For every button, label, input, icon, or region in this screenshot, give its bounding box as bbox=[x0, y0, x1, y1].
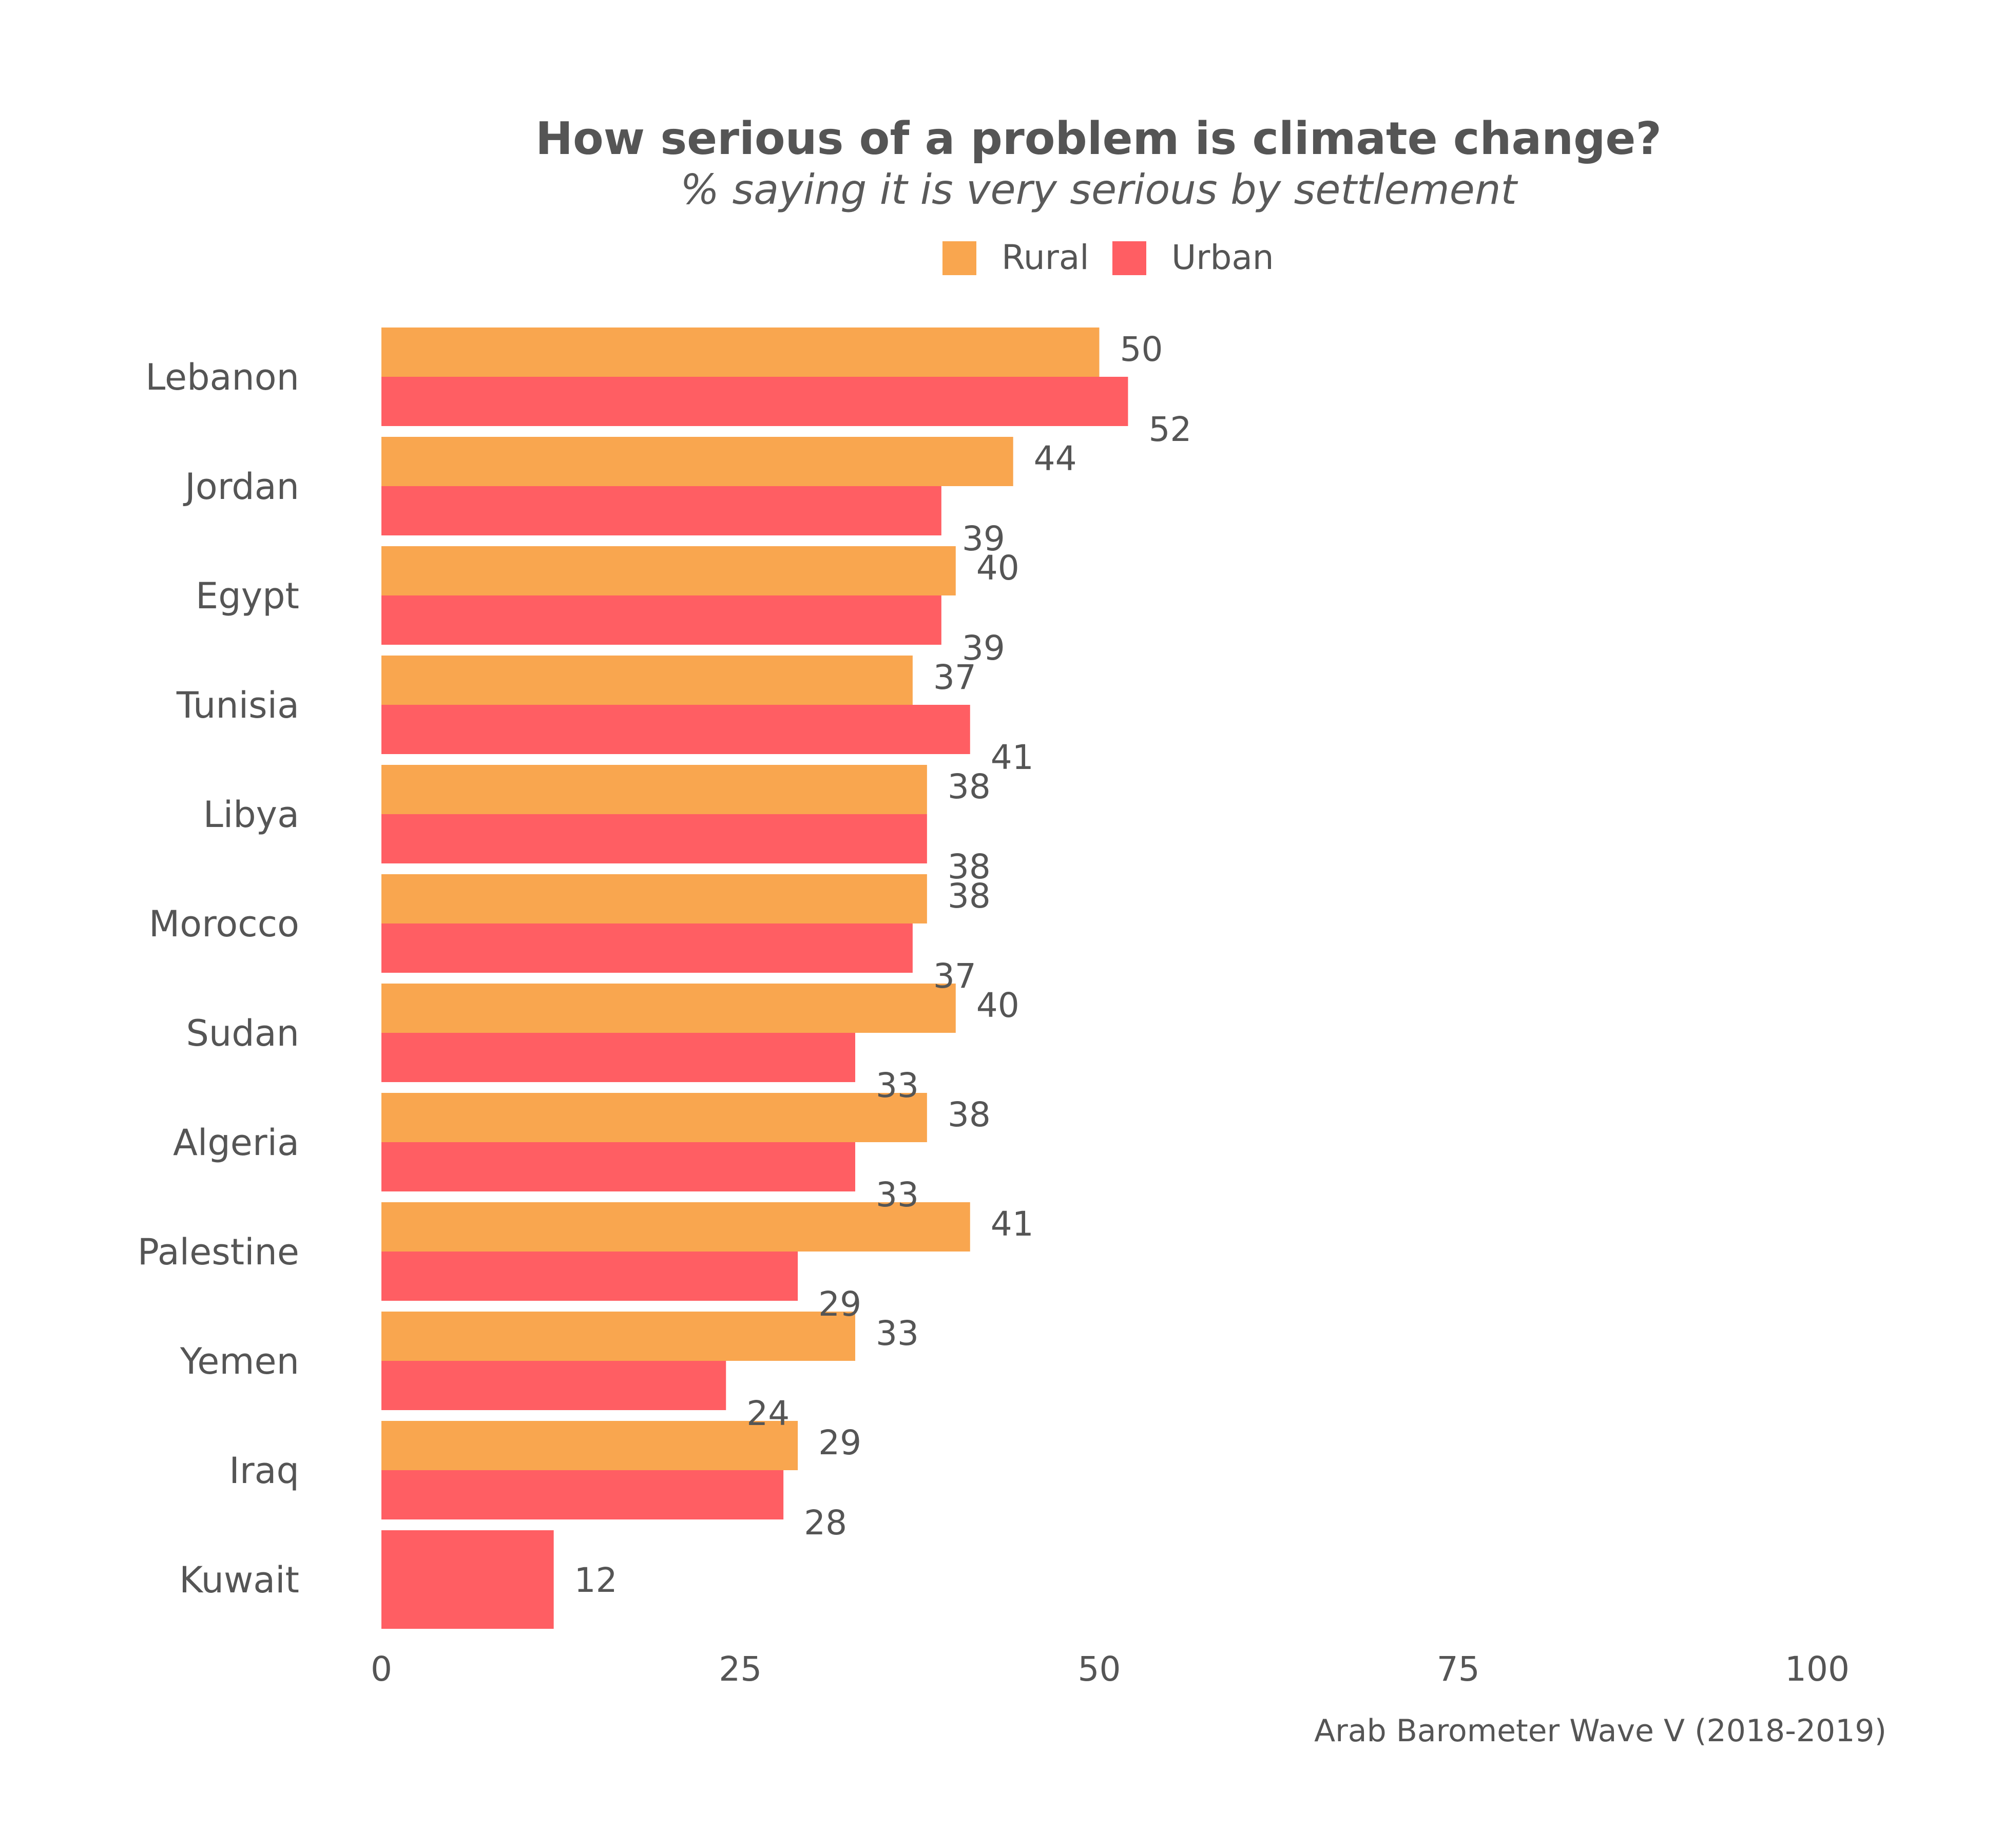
value-label-lebanon-urban: 52 bbox=[1148, 410, 1191, 449]
chart-subtitle: % saying it is very serious by settlemen… bbox=[680, 166, 1518, 214]
value-labels: 5052443940393741383838374033383341293324… bbox=[574, 330, 1192, 1600]
legend-label-urban: Urban bbox=[1171, 238, 1274, 277]
category-label-morocco: Morocco bbox=[149, 903, 299, 945]
x-tick-label: 100 bbox=[1785, 1649, 1850, 1689]
value-label-jordan-urban: 39 bbox=[962, 519, 1005, 559]
legend-swatch-rural bbox=[942, 241, 976, 275]
chart-caption: Arab Barometer Wave V (2018-2019) bbox=[1314, 1713, 1886, 1749]
bar-jordan-urban bbox=[381, 486, 941, 535]
bar-morocco-rural bbox=[381, 874, 927, 923]
bar-palestine-rural bbox=[381, 1202, 970, 1252]
value-label-libya-rural: 38 bbox=[948, 767, 991, 806]
bar-yemen-rural bbox=[381, 1312, 856, 1361]
value-label-sudan-rural: 40 bbox=[976, 986, 1019, 1025]
bar-egypt-urban bbox=[381, 595, 941, 645]
value-label-lebanon-rural: 50 bbox=[1120, 330, 1163, 369]
x-tick-label: 50 bbox=[1078, 1649, 1121, 1689]
legend: Rural Urban bbox=[942, 238, 1274, 277]
bar-jordan-rural bbox=[381, 437, 1013, 486]
bar-kuwait-urban bbox=[381, 1530, 554, 1629]
value-label-jordan-rural: 44 bbox=[1034, 439, 1077, 478]
category-label-egypt: Egypt bbox=[196, 575, 299, 617]
category-label-sudan: Sudan bbox=[186, 1012, 300, 1054]
category-label-algeria: Algeria bbox=[173, 1122, 299, 1164]
bar-iraq-rural bbox=[381, 1421, 798, 1470]
category-label-palestine: Palestine bbox=[138, 1231, 299, 1273]
x-tick-label: 25 bbox=[719, 1649, 762, 1689]
bar-tunisia-urban bbox=[381, 705, 970, 754]
bar-algeria-rural bbox=[381, 1093, 927, 1142]
bar-palestine-urban bbox=[381, 1252, 798, 1301]
bar-lebanon-urban bbox=[381, 377, 1128, 426]
bar-iraq-urban bbox=[381, 1470, 784, 1519]
category-label-libya: Libya bbox=[203, 794, 299, 836]
category-label-lebanon: Lebanon bbox=[145, 356, 299, 398]
bar-lebanon-rural bbox=[381, 328, 1100, 377]
legend-label-rural: Rural bbox=[1002, 238, 1089, 277]
value-label-yemen-rural: 33 bbox=[876, 1314, 919, 1353]
value-label-algeria-urban: 33 bbox=[876, 1175, 919, 1215]
category-label-kuwait: Kuwait bbox=[179, 1559, 299, 1601]
bar-yemen-urban bbox=[381, 1361, 726, 1410]
bar-egypt-rural bbox=[381, 546, 956, 595]
value-label-egypt-urban: 39 bbox=[962, 628, 1005, 668]
value-label-iraq-urban: 28 bbox=[804, 1503, 847, 1543]
category-label-jordan: Jordan bbox=[183, 466, 299, 508]
bar-libya-urban bbox=[381, 814, 927, 863]
value-label-kuwait-urban: 12 bbox=[574, 1561, 618, 1600]
legend-swatch-urban bbox=[1112, 241, 1146, 275]
category-labels: Lebanon Jordan Egypt Tunisia Libya Morocco Sud… bbox=[138, 356, 299, 1601]
x-tick-label: 75 bbox=[1437, 1649, 1480, 1689]
bar-sudan-urban bbox=[381, 1033, 856, 1082]
value-label-palestine-rural: 41 bbox=[991, 1204, 1034, 1244]
category-label-yemen: Yemen bbox=[180, 1340, 299, 1382]
value-label-algeria-rural: 38 bbox=[948, 1095, 991, 1134]
value-label-yemen-urban: 24 bbox=[746, 1394, 790, 1433]
bar-algeria-urban bbox=[381, 1142, 856, 1191]
bar-morocco-urban bbox=[381, 923, 913, 973]
value-label-libya-urban: 38 bbox=[948, 847, 991, 887]
value-label-morocco-rural: 38 bbox=[948, 876, 991, 916]
value-label-tunisia-urban: 41 bbox=[991, 738, 1034, 777]
x-tick-label: 0 bbox=[371, 1649, 392, 1689]
value-label-palestine-urban: 29 bbox=[818, 1284, 861, 1324]
value-label-tunisia-rural: 37 bbox=[933, 658, 976, 697]
value-label-iraq-rural: 29 bbox=[818, 1423, 861, 1462]
category-label-tunisia: Tunisia bbox=[176, 684, 299, 726]
bars bbox=[381, 328, 1128, 1629]
value-label-sudan-urban: 33 bbox=[876, 1066, 919, 1105]
value-label-egypt-rural: 40 bbox=[976, 548, 1019, 588]
bar-libya-rural bbox=[381, 765, 927, 814]
value-label-morocco-urban: 37 bbox=[933, 956, 976, 996]
bar-sudan-rural bbox=[381, 984, 956, 1033]
bar-tunisia-rural bbox=[381, 656, 913, 705]
x-axis: 0 25 50 75 100 bbox=[371, 1649, 1850, 1689]
category-label-iraq: Iraq bbox=[229, 1450, 299, 1492]
chart-title: How serious of a problem is climate chan… bbox=[535, 112, 1662, 165]
